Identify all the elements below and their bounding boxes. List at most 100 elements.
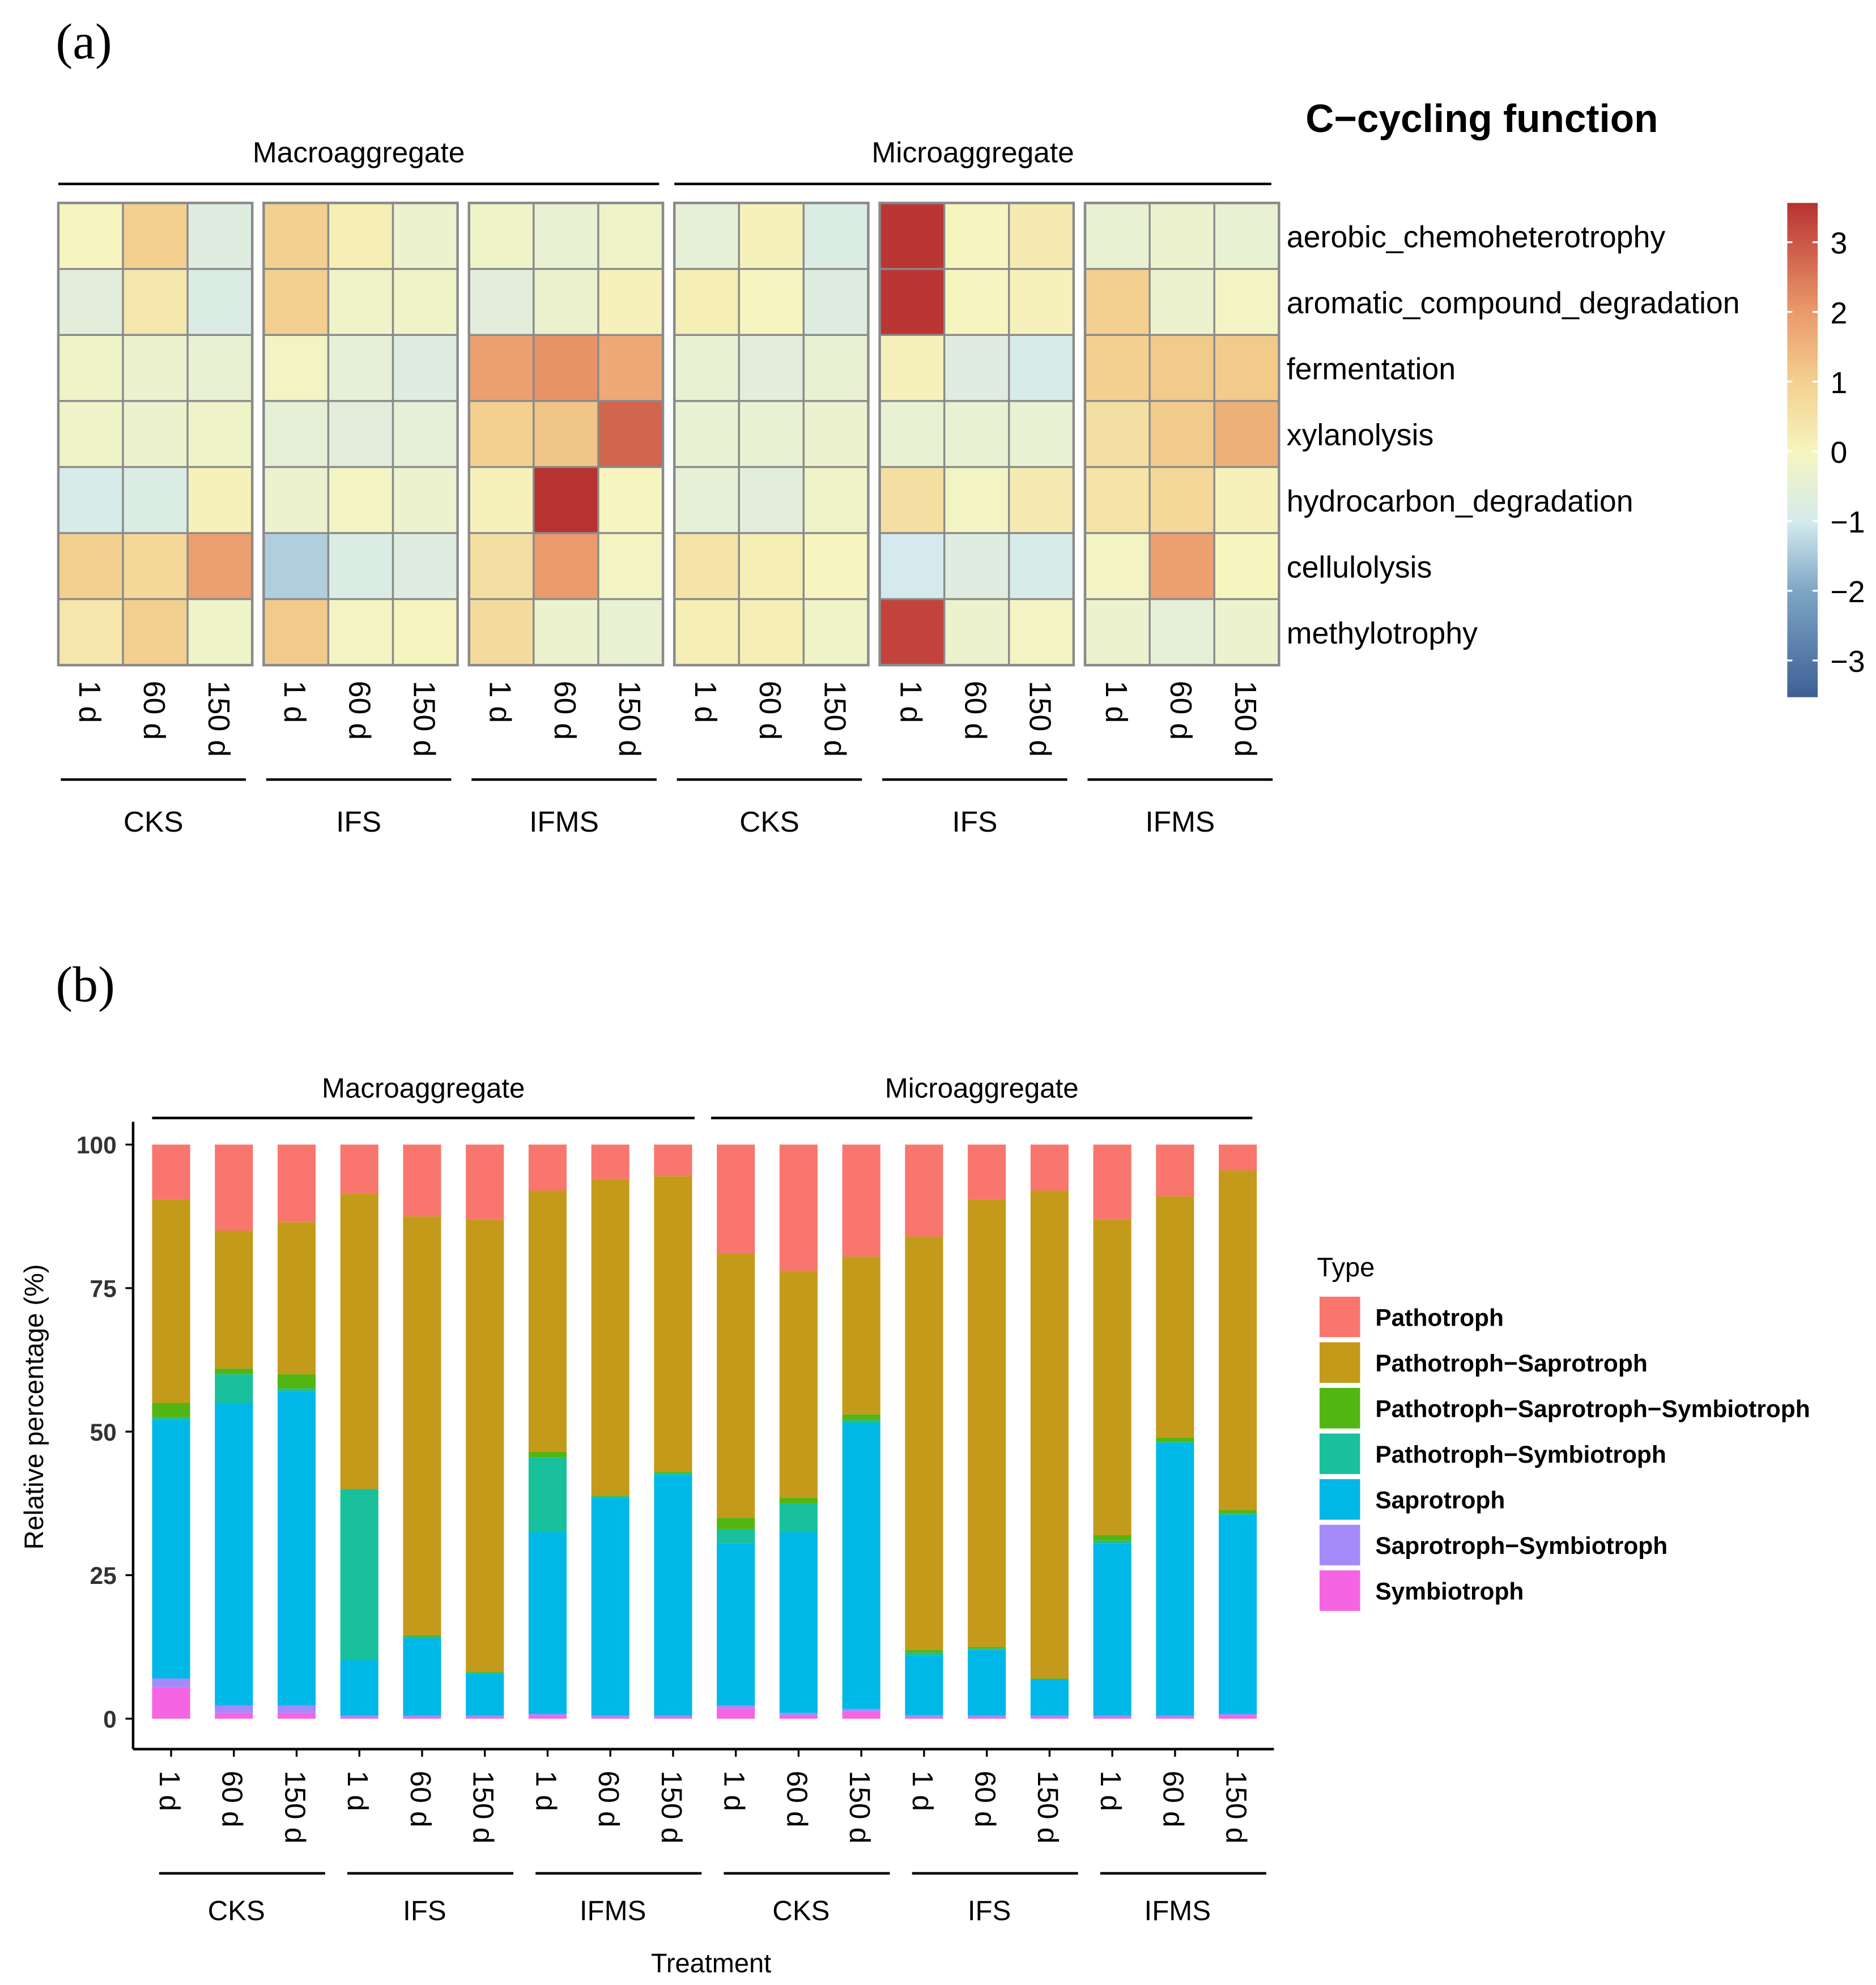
bar-segment — [1093, 1535, 1131, 1541]
bar-segment — [277, 1713, 316, 1719]
heatmap-cell — [186, 400, 253, 468]
facet-label: Macroaggregate — [322, 1073, 525, 1104]
bar-segment — [1156, 1715, 1194, 1717]
heatmap-cell — [1148, 532, 1215, 600]
heatmap-cell — [673, 466, 740, 534]
heatmap-cell — [1008, 466, 1075, 534]
heatmap-cell — [468, 400, 535, 468]
y-tick-label: 25 — [90, 1563, 117, 1590]
bar-segment — [968, 1144, 1006, 1199]
bar-segment — [466, 1144, 504, 1220]
column-label: 150 d — [1228, 681, 1262, 757]
x-tick-label: 60 d — [1158, 1771, 1190, 1828]
colorbar-tick-label: −1 — [1830, 505, 1865, 539]
x-axis-title: Treatment — [651, 1948, 771, 1978]
heatmap-cell — [57, 532, 124, 600]
bar-segment — [842, 1414, 880, 1420]
bar-segment — [1093, 1219, 1131, 1535]
heatmap-cell — [1084, 400, 1151, 468]
bar-segment — [968, 1650, 1006, 1716]
x-tick-label: 150 d — [467, 1771, 500, 1844]
heatmap-cell — [1148, 598, 1215, 666]
heatmap-cell — [533, 400, 599, 468]
column-label: 150 d — [202, 681, 236, 757]
row-label: hydrocarbon_degradation — [1287, 484, 1633, 518]
y-tick-label: 50 — [90, 1420, 117, 1446]
row-label: aromatic_compound_degradation — [1287, 286, 1740, 320]
heatmap-cell — [327, 334, 394, 402]
bar-segment — [591, 1144, 629, 1179]
bar-segment — [779, 1532, 818, 1713]
column-label: 150 d — [1023, 681, 1057, 757]
heatmap-cell — [802, 334, 870, 402]
heatmap-cell — [1008, 268, 1075, 336]
heatmap-cell — [468, 466, 535, 534]
bar-segment — [466, 1715, 504, 1717]
heatmap-cell — [1148, 268, 1215, 336]
bar-segment — [717, 1708, 755, 1719]
heatmap-group-border — [1083, 202, 1281, 667]
heatmap: aerobic_chemoheterotrophy aromatic_compou… — [57, 136, 1865, 838]
legend-swatch — [1319, 1296, 1360, 1337]
x-tick-label: 150 d — [844, 1771, 877, 1844]
bar-segment — [277, 1388, 316, 1392]
bar-segment — [1219, 1170, 1257, 1511]
group-label: CKS — [124, 805, 184, 838]
bar-segment — [277, 1391, 316, 1706]
bar-segment — [1219, 1513, 1257, 1515]
heatmap-cell — [533, 466, 599, 534]
bar-segment — [1219, 1714, 1257, 1716]
heatmap-cell — [1084, 268, 1151, 336]
heatmap-cell — [943, 532, 1010, 600]
heatmap-cell — [1008, 532, 1075, 600]
column-label: 60 d — [137, 681, 171, 740]
heatmap-cell — [57, 202, 124, 270]
column-label: 60 d — [1164, 681, 1198, 740]
bar-segment — [528, 1451, 567, 1458]
bar-segment — [1093, 1716, 1131, 1719]
x-tick-label: 60 d — [969, 1771, 1002, 1828]
facet-label: Microaggregate — [871, 136, 1074, 169]
heatmap-cell — [392, 202, 459, 270]
x-tick-label: 150 d — [1032, 1771, 1065, 1844]
heatmap-cell — [122, 268, 189, 336]
row-label: xylanolysis — [1287, 418, 1434, 452]
heatmap-cell — [597, 202, 664, 270]
heatmap-cell — [57, 400, 124, 468]
heatmap-cell — [327, 532, 394, 600]
heatmap-cell — [468, 532, 535, 600]
bar-segment — [1030, 1144, 1069, 1191]
heatmap-cell — [802, 598, 870, 666]
heatmap-cell — [738, 532, 805, 600]
heatmap-cell — [186, 202, 253, 270]
stacked-bar-chart: 1 d 60 d 150 d 1 d 60 d 150 d 1 d 60 d 150 d 1 d 6… — [19, 1073, 1810, 1978]
bar-segment — [277, 1144, 316, 1222]
heatmap-cell — [943, 466, 1010, 534]
bar-segment — [1093, 1540, 1131, 1544]
heatmap-cell — [878, 202, 946, 270]
bar-segment — [779, 1271, 818, 1498]
legend-swatch — [1319, 1342, 1360, 1383]
heatmap-cell — [1148, 400, 1215, 468]
bar-segment — [466, 1716, 504, 1719]
heatmap-cell — [1213, 598, 1280, 666]
bar-segment — [968, 1715, 1006, 1717]
y-tick-label: 100 — [76, 1132, 117, 1159]
bar-segment — [654, 1715, 692, 1717]
bar-segment — [968, 1647, 1006, 1649]
x-tick-label: 150 d — [279, 1771, 312, 1844]
heatmap-cell — [186, 598, 253, 666]
legend-label: Pathotroph−Saprotroph−Symbiotroph — [1375, 1396, 1810, 1422]
heatmap-cell — [468, 334, 535, 402]
legend-swatch — [1319, 1570, 1360, 1611]
heatmap-title: C−cycling function — [1305, 96, 1658, 140]
bar-segment — [152, 1417, 190, 1420]
heatmap-cell — [262, 400, 330, 468]
heatmap-cell — [943, 268, 1010, 336]
bar-segment — [717, 1543, 755, 1706]
heatmap-cell — [878, 598, 946, 666]
column-label: 60 d — [342, 681, 376, 740]
bar-segment — [591, 1179, 629, 1496]
bar-segment — [842, 1709, 880, 1712]
bar-segment — [152, 1420, 190, 1679]
